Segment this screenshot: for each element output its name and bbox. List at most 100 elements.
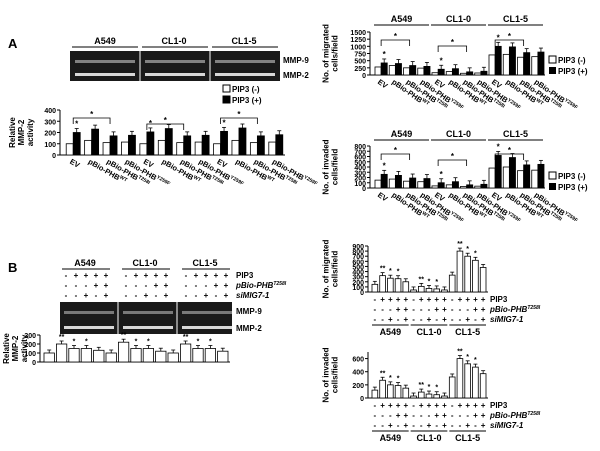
x-tick-label-sup: Y259F <box>449 97 465 110</box>
bar-pip3-pos <box>146 131 155 156</box>
y-axis-label: Relative <box>8 117 17 148</box>
bar <box>387 277 394 293</box>
condition-sign: - <box>420 315 423 324</box>
bar-pip3-neg <box>445 71 453 76</box>
condition-sign: + <box>134 271 139 280</box>
condition-sign: + <box>481 305 486 314</box>
significance-mark: * <box>508 146 512 155</box>
condition-sign: + <box>396 401 401 410</box>
bar-pip3-pos <box>451 68 459 76</box>
bar <box>80 348 92 363</box>
bar-pip3-neg <box>403 180 411 189</box>
condition-sign: - <box>185 271 188 280</box>
cell-line-label: CL1-5 <box>455 327 480 337</box>
condition-sign: + <box>214 281 219 290</box>
significance-mark: ** <box>419 382 425 389</box>
panel-a-legend: PIP3 (-) PIP3 (+) <box>222 84 262 105</box>
condition-sign: + <box>214 271 219 280</box>
condition-sign: + <box>465 421 470 430</box>
gel-a-bands <box>75 60 275 76</box>
condition-sign: - <box>95 291 98 300</box>
x-tick-label-sup: Y259F <box>229 174 245 187</box>
bar-pip3-pos <box>437 68 445 76</box>
bar-pip3-neg <box>374 179 382 189</box>
condition-sign: - <box>420 411 423 420</box>
bar <box>371 283 379 293</box>
condition-sign: - <box>474 315 477 324</box>
x-tick-label-text: EV <box>376 77 389 90</box>
legend-label-pip3-neg: PIP3 (-) <box>558 172 586 181</box>
gel-a-line-1: A549 <box>94 36 116 46</box>
condition-sign: - <box>65 271 68 280</box>
condition-sign: + <box>204 291 209 300</box>
y-axis-label: No. of invaded <box>322 139 331 194</box>
condition-sign: - <box>412 315 415 324</box>
gel-band-mmp2 <box>64 326 114 329</box>
y-axis-label: cells/field <box>331 251 340 288</box>
gel-b-line-3: CL1-5 <box>192 258 217 268</box>
cell-line-label: CL1-5 <box>503 14 528 24</box>
gel-band-mmp9 <box>215 60 275 63</box>
condition-sign: - <box>459 315 462 324</box>
x-tick-label-sup: Y259F <box>506 210 522 223</box>
condition-sign: - <box>451 411 454 420</box>
x-tick-label-sup: WT <box>421 97 431 106</box>
x-tick-label: EV <box>142 157 155 170</box>
significance-bracket <box>437 45 468 52</box>
gel-b-bands <box>64 311 232 329</box>
bar-pip3-neg <box>431 185 439 189</box>
gel-band-mmp9 <box>182 311 232 314</box>
significance-bracket <box>220 117 258 124</box>
bar <box>142 348 154 363</box>
bar-pip3-pos <box>409 65 417 76</box>
bar <box>479 267 487 293</box>
bar-pip3-pos <box>480 183 488 189</box>
bar-pip3-pos <box>537 51 545 76</box>
bar <box>448 376 456 399</box>
gel-band-mmp9 <box>64 311 114 314</box>
bar <box>441 395 448 399</box>
y-axis-label: No. of invaded <box>322 347 331 402</box>
significance-mark: ** <box>419 276 425 283</box>
x-tick-label: EV <box>68 157 81 170</box>
significance-mark: * <box>73 339 76 346</box>
y-tick-label: 100 <box>354 181 366 188</box>
condition-sign: + <box>458 295 463 304</box>
condition-sign: + <box>380 401 385 410</box>
gel-band-mmp2 <box>123 326 173 329</box>
panel-a-invaded-legend: PIP3 (-) PIP3 (+) <box>548 171 588 192</box>
bar-pip3-neg <box>474 185 482 189</box>
condition-sign: + <box>388 401 393 410</box>
significance-mark: * <box>428 278 431 285</box>
condition-sign: + <box>427 421 432 430</box>
condition-sign: + <box>403 295 408 304</box>
condition-label-pbio: pBio-PHBT258I <box>489 305 541 314</box>
significance-mark: * <box>389 375 392 382</box>
gel-band-mmp2 <box>145 73 205 76</box>
condition-sign: + <box>144 271 149 280</box>
x-tick-label-text: EV <box>376 190 389 203</box>
condition-sign: - <box>451 305 454 314</box>
bar-pip3-pos <box>480 70 488 76</box>
condition-sign: - <box>374 315 377 324</box>
bar-pip3-neg <box>231 139 240 156</box>
condition-sign: + <box>388 315 393 324</box>
bar-pip3-neg <box>517 170 525 189</box>
y-axis-label: MMP-2 <box>17 119 26 145</box>
bar-pip3-pos <box>423 66 431 76</box>
significance-bracket <box>494 153 525 160</box>
gel-band-mmp9 <box>75 60 135 63</box>
condition-sign: + <box>442 315 447 324</box>
gel-a-image <box>70 51 280 81</box>
y-axis-label: activity <box>26 118 35 146</box>
condition-sign: - <box>381 315 384 324</box>
condition-sign: - <box>195 281 198 290</box>
bar-pip3-pos <box>91 128 100 156</box>
condition-sign: + <box>427 295 432 304</box>
bar <box>417 285 425 293</box>
significance-mark: * <box>474 357 477 364</box>
condition-sign: + <box>481 315 486 324</box>
bar <box>387 384 394 399</box>
y-tick-label: 200 <box>24 342 36 349</box>
condition-sign: - <box>374 295 377 304</box>
